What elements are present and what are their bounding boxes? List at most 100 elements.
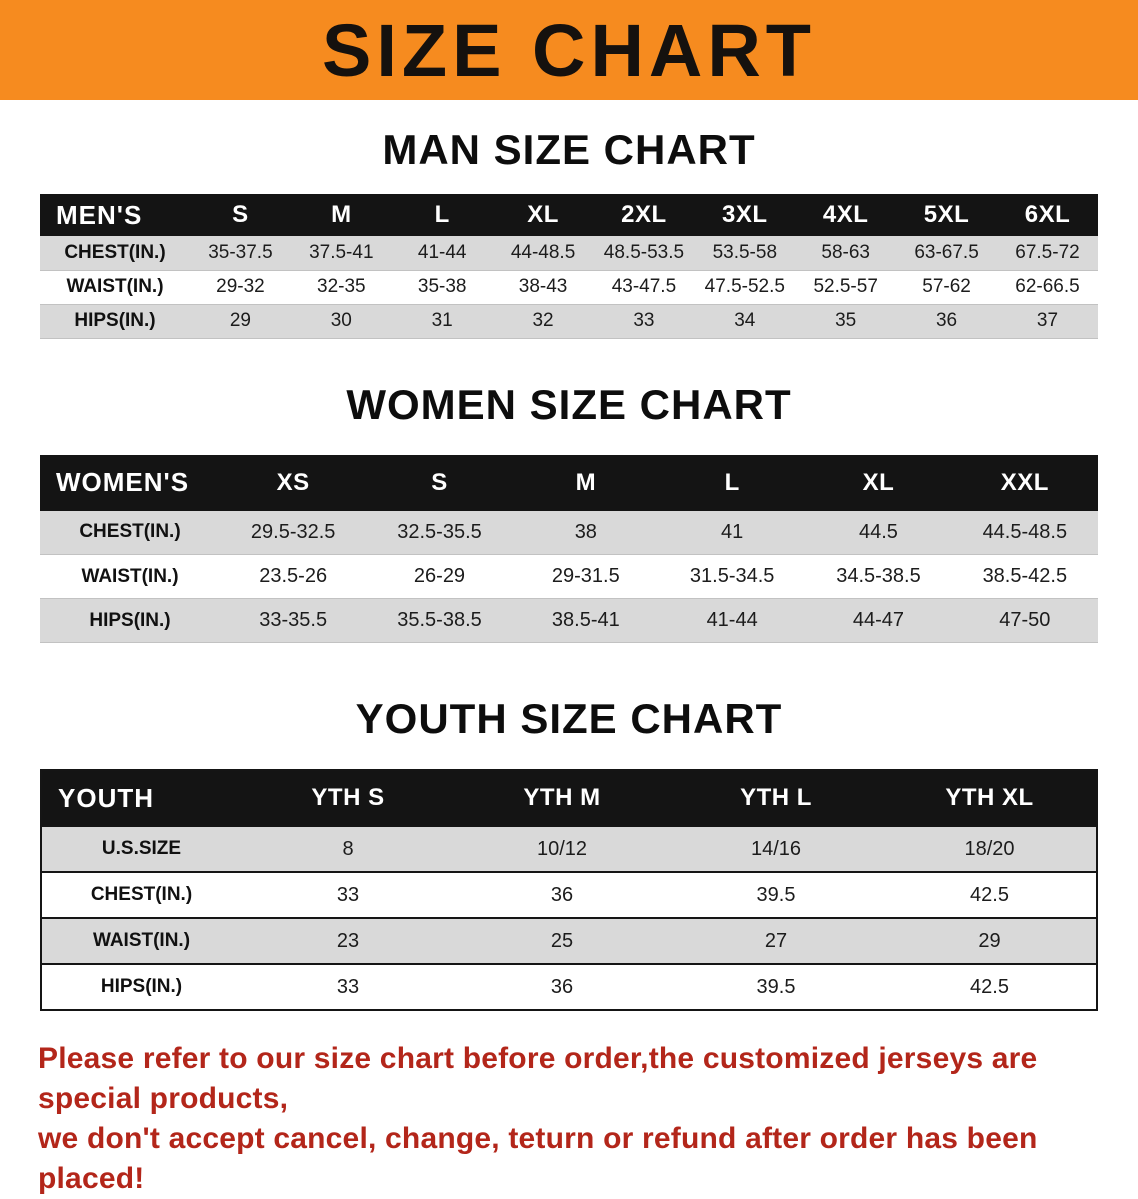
women-size-column-1: S <box>431 468 448 496</box>
men-cell-2-2: 31 <box>431 310 453 331</box>
banner: SIZE CHART <box>0 0 1138 100</box>
women-size-table: WOMEN'S XS S M L XL XXL CHEST(IN.) 29.5-32.5 32.5… <box>40 454 1098 644</box>
youth-size-column-3: YTH XL <box>945 784 1034 811</box>
youth-cell-1-2: 39.5 <box>756 883 796 906</box>
youth-table-row-2: WAIST(IN.) 23 25 27 29 <box>41 918 1097 964</box>
disclaimer: Please refer to our size chart before or… <box>38 1039 1100 1199</box>
women-table-title: WOMEN'S <box>56 467 190 497</box>
youth-cell-3-1: 36 <box>550 975 574 998</box>
youth-heading: YOUTH SIZE CHART <box>355 695 783 742</box>
youth-header-row: YOUTH YTH S YTH M YTH L YTH XL <box>41 770 1097 826</box>
youth-cell-0-0: 8 <box>342 837 354 860</box>
youth-cell-3-0: 33 <box>336 975 360 998</box>
youth-cell-1-3: 42.5 <box>970 883 1009 906</box>
women-cell-2-4: 44-47 <box>852 609 905 631</box>
youth-table-row-3: HIPS(IN.) 33 36 39.5 42.5 <box>41 964 1097 1010</box>
men-cell-0-7: 63-67.5 <box>914 241 979 263</box>
men-cell-1-5: 47.5-52.5 <box>704 276 785 297</box>
youth-cell-0-2: 14/16 <box>750 837 802 860</box>
men-cell-0-3: 44-48.5 <box>510 241 576 263</box>
men-cell-2-3: 32 <box>532 310 554 331</box>
youth-cell-1-1: 36 <box>550 883 574 906</box>
women-cell-0-2: 38 <box>574 520 597 543</box>
women-section: WOMEN SIZE CHART WOMEN'S XS S M L XL XXL CHEST(… <box>0 381 1138 644</box>
men-size-column-5: 3XL <box>722 201 768 228</box>
youth-table-row-1: CHEST(IN.) 33 36 39.5 42.5 <box>41 872 1097 918</box>
women-cell-2-5: 47-50 <box>999 609 1051 631</box>
men-size-column-6: 4XL <box>822 201 869 228</box>
women-cell-1-0: 23.5-26 <box>259 565 328 587</box>
women-table-row-0: CHEST(IN.) 29.5-32.5 32.5-35.5 38 41 44.5 44.5… <box>40 510 1098 555</box>
disclaimer-line-1: Please refer to our size chart before or… <box>38 1042 1038 1115</box>
youth-size-column-2: YTH L <box>740 784 812 811</box>
women-row-label-1: WAIST(IN.) <box>81 565 179 587</box>
men-cell-2-6: 35 <box>835 310 857 331</box>
youth-row-label-3: HIPS(IN.) <box>100 976 183 997</box>
women-cell-1-4: 34.5-38.5 <box>836 565 921 587</box>
men-header-row: MEN'S S M L XL 2XL 3XL 4XL 5XL 6XL <box>40 194 1098 236</box>
youth-section: YOUTH SIZE CHART YOUTH YTH S YTH M YTH L YTH… <box>0 695 1138 1011</box>
men-cell-1-3: 38-43 <box>518 276 568 297</box>
youth-cell-2-1: 25 <box>550 929 574 952</box>
youth-cell-1-0: 33 <box>336 883 360 906</box>
men-size-column-3: XL <box>527 201 559 228</box>
youth-cell-2-0: 23 <box>336 929 360 952</box>
men-cell-2-8: 37 <box>1036 310 1059 331</box>
men-row-label-0: CHEST(IN.) <box>64 241 166 263</box>
men-cell-2-0: 29 <box>229 310 251 331</box>
youth-table-title: YOUTH <box>58 782 154 813</box>
youth-row-label-1: CHEST(IN.) <box>90 884 193 905</box>
youth-cell-3-3: 42.5 <box>970 975 1009 998</box>
men-cell-1-0: 29-32 <box>216 276 265 297</box>
women-cell-0-3: 41 <box>721 520 744 543</box>
women-cell-2-1: 35.5-38.5 <box>397 609 482 631</box>
men-size-column-2: L <box>434 201 450 228</box>
women-cell-1-1: 26-29 <box>413 565 466 587</box>
men-cell-1-2: 35-38 <box>417 276 467 297</box>
women-size-column-4: XL <box>862 468 895 496</box>
youth-cell-2-3: 29 <box>978 929 1001 952</box>
women-table-row-2: HIPS(IN.) 33-35.5 35.5-38.5 38.5-41 41-44 44-… <box>40 598 1098 643</box>
men-cell-1-8: 62-66.5 <box>1015 276 1080 297</box>
youth-cell-3-2: 39.5 <box>756 975 796 998</box>
men-cell-1-1: 32-35 <box>317 276 366 297</box>
women-cell-1-2: 29-31.5 <box>551 565 620 587</box>
youth-size-column-0: YTH S <box>311 784 385 811</box>
men-size-column-1: M <box>331 201 352 228</box>
men-cell-0-0: 35-37.5 <box>208 241 273 263</box>
men-cell-2-7: 36 <box>935 310 958 331</box>
men-size-table: MEN'S S M L XL 2XL 3XL 4XL 5XL 6XL CHEST(IN.) 35-37… <box>40 194 1098 339</box>
youth-size-table: YOUTH YTH S YTH M YTH L YTH XL U.S.SIZE 8 10/12… <box>40 769 1098 1011</box>
women-cell-2-2: 38.5-41 <box>551 609 620 631</box>
women-cell-1-5: 38.5-42.5 <box>982 565 1068 587</box>
women-size-column-3: L <box>724 468 740 496</box>
youth-cell-2-2: 27 <box>764 929 788 952</box>
women-cell-1-3: 31.5-34.5 <box>689 565 775 587</box>
men-table-row-2: HIPS(IN.) 29 30 31 32 33 34 35 36 37 <box>40 304 1098 338</box>
men-cell-0-1: 37.5-41 <box>309 241 374 263</box>
men-cell-2-4: 33 <box>633 310 655 331</box>
men-cell-0-2: 41-44 <box>417 241 467 263</box>
men-cell-1-4: 43-47.5 <box>611 276 677 297</box>
men-table-row-1: WAIST(IN.) 29-32 32-35 35-38 38-43 43-47.5 47.… <box>40 270 1098 304</box>
men-cell-0-4: 48.5-53.5 <box>603 241 685 263</box>
women-row-label-0: CHEST(IN.) <box>79 521 181 543</box>
youth-table-row-0: U.S.SIZE 8 10/12 14/16 18/20 <box>41 826 1097 872</box>
men-heading: MAN SIZE CHART <box>382 126 756 173</box>
men-cell-2-1: 30 <box>330 310 352 331</box>
disclaimer-line-2: we don't accept cancel, change, teturn o… <box>38 1122 1038 1195</box>
youth-row-label-2: WAIST(IN.) <box>92 930 191 951</box>
women-cell-2-3: 41-44 <box>706 609 758 631</box>
women-size-column-0: XS <box>276 468 310 496</box>
men-section: MAN SIZE CHART MEN'S S M L XL 2XL 3XL 4XL 5XL 6XL… <box>0 126 1138 339</box>
women-cell-0-0: 29.5-32.5 <box>250 520 336 543</box>
men-cell-1-6: 52.5-57 <box>813 276 878 297</box>
men-cell-0-5: 53.5-58 <box>712 241 778 263</box>
banner-title: SIZE CHART <box>322 8 816 92</box>
women-cell-2-0: 33-35.5 <box>259 609 328 631</box>
men-size-column-4: 2XL <box>621 201 667 228</box>
men-row-label-2: HIPS(IN.) <box>74 310 156 331</box>
youth-cell-0-1: 10/12 <box>536 837 588 860</box>
women-size-column-2: M <box>575 468 597 496</box>
